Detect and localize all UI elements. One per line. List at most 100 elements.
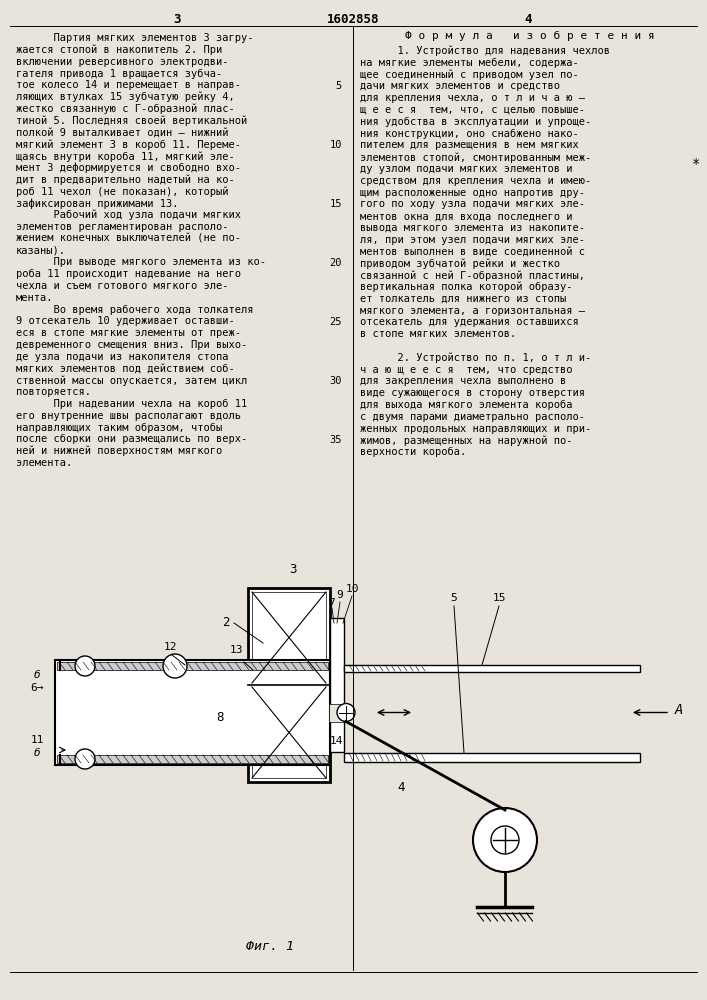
Text: 25: 25 — [329, 317, 342, 327]
Bar — [330, 618, 344, 752]
Text: 4: 4 — [397, 781, 404, 794]
Text: ментов окна для входа последнего и: ментов окна для входа последнего и — [360, 211, 573, 221]
Text: с двумя парами диаметрально располо-: с двумя парами диаметрально располо- — [360, 412, 585, 422]
Text: для выхода мягкого элемента короба: для выхода мягкого элемента короба — [360, 400, 573, 410]
Text: 13: 13 — [229, 645, 243, 655]
Text: 3: 3 — [289, 563, 297, 576]
Text: вертикальная полка которой образу-: вертикальная полка которой образу- — [360, 282, 573, 292]
Text: При надевании чехла на короб 11: При надевании чехла на короб 11 — [16, 399, 247, 409]
Text: Во время рабочего хода толкателя: Во время рабочего хода толкателя — [16, 304, 254, 315]
Text: щим расположенные одно напротив дру-: щим расположенные одно напротив дру- — [360, 188, 585, 198]
Text: женных продольных направляющих и при-: женных продольных направляющих и при- — [360, 424, 591, 434]
Circle shape — [75, 656, 95, 676]
Text: отсекатель для удержания оставшихся: отсекатель для удержания оставшихся — [360, 317, 579, 327]
Text: де узла подачи из накопителя стопа: де узла подачи из накопителя стопа — [16, 352, 228, 362]
Text: мягкого элемента, а горизонтальная –: мягкого элемента, а горизонтальная – — [360, 306, 585, 316]
Text: ля, при этом узел подачи мягких эле-: ля, при этом узел подачи мягких эле- — [360, 235, 585, 245]
Text: 5: 5 — [336, 81, 342, 91]
Text: тиной 5. Последняя своей вертикальной: тиной 5. Последняя своей вертикальной — [16, 116, 247, 126]
Text: 4: 4 — [525, 13, 532, 26]
Text: 9: 9 — [337, 590, 344, 600]
Text: 12: 12 — [163, 642, 177, 652]
Text: 5: 5 — [450, 593, 457, 603]
Text: ляющих втулках 15 зубчатую рейку 4,: ляющих втулках 15 зубчатую рейку 4, — [16, 92, 235, 103]
Text: для крепления чехла, о т л и ч а ю –: для крепления чехла, о т л и ч а ю – — [360, 93, 585, 103]
Text: Рабочий ход узла подачи мягких: Рабочий ход узла подачи мягких — [16, 210, 241, 221]
Text: зафиксирован прижимами 13.: зафиксирован прижимами 13. — [16, 198, 178, 209]
Text: ния конструкции, оно снабжено нако-: ния конструкции, оно снабжено нако- — [360, 129, 579, 139]
Text: 14: 14 — [329, 736, 343, 746]
Text: 30: 30 — [329, 376, 342, 386]
Text: 10: 10 — [345, 584, 358, 594]
Text: повторяется.: повторяется. — [16, 387, 91, 397]
Text: 11: 11 — [30, 735, 44, 745]
Text: 2. Устройство по п. 1, о т л и-: 2. Устройство по п. 1, о т л и- — [360, 353, 591, 363]
Circle shape — [491, 826, 519, 854]
Text: ния удобства в эксплуатации и упроще-: ния удобства в эксплуатации и упроще- — [360, 117, 591, 127]
Text: тое колесо 14 и перемещает в направ-: тое колесо 14 и перемещает в направ- — [16, 80, 241, 90]
Text: мягких элементов под действием соб-: мягких элементов под действием соб- — [16, 363, 235, 373]
Text: пителем для размещения в нем мягких: пителем для размещения в нем мягких — [360, 140, 579, 150]
Text: включении реверсивного электродви-: включении реверсивного электродви- — [16, 57, 228, 67]
Text: гателя привода 1 вращается зубча-: гателя привода 1 вращается зубча- — [16, 68, 222, 79]
Circle shape — [473, 808, 537, 872]
Text: ду узлом подачи мягких элементов и: ду узлом подачи мягких элементов и — [360, 164, 573, 174]
Text: для закрепления чехла выполнено в: для закрепления чехла выполнено в — [360, 376, 566, 386]
Text: жается стопой в накопитель 2. При: жается стопой в накопитель 2. При — [16, 45, 222, 55]
Text: 1. Устройство для надевания чехлов: 1. Устройство для надевания чехлов — [360, 46, 610, 56]
Text: 2: 2 — [222, 616, 230, 630]
Text: щаясь внутри короба 11, мягкий эле-: щаясь внутри короба 11, мягкий эле- — [16, 151, 235, 161]
Text: элементов стопой, смонтированным меж-: элементов стопой, смонтированным меж- — [360, 152, 591, 163]
Text: 15: 15 — [492, 593, 506, 603]
Text: направляющих таким образом, чтобы: направляющих таким образом, чтобы — [16, 422, 222, 433]
Text: дит в предварительно надетый на ко-: дит в предварительно надетый на ко- — [16, 175, 235, 185]
Text: 20: 20 — [329, 258, 342, 268]
Circle shape — [337, 704, 355, 722]
Text: 9 отсекатель 10 удерживает оставши-: 9 отсекатель 10 удерживает оставши- — [16, 316, 235, 326]
Text: 15: 15 — [329, 199, 342, 209]
Bar — [344, 753, 640, 762]
Text: щее соединенный с приводом узел по-: щее соединенный с приводом узел по- — [360, 70, 579, 80]
Text: ней и нижней поверхностям мягкого: ней и нижней поверхностям мягкого — [16, 446, 222, 456]
Bar — [329, 704, 345, 722]
Text: приводом зубчатой рейки и жестко: приводом зубчатой рейки и жестко — [360, 258, 560, 269]
Text: б: б — [34, 748, 40, 758]
Text: жестко связанную с Г-образной плас-: жестко связанную с Г-образной плас- — [16, 104, 235, 114]
Text: вывода мягкого элемента из накопите-: вывода мягкого элемента из накопите- — [360, 223, 585, 233]
Text: ч а ю щ е е с я  тем, что средство: ч а ю щ е е с я тем, что средство — [360, 365, 573, 375]
Text: элементов регламентирован располо-: элементов регламентирован располо- — [16, 222, 228, 232]
Text: щ е е с я  тем, что, с целью повыше-: щ е е с я тем, что, с целью повыше- — [360, 105, 585, 115]
Text: чехла и съем готового мягкого эле-: чехла и съем готового мягкого эле- — [16, 281, 228, 291]
Text: 7: 7 — [329, 598, 335, 608]
Text: полкой 9 выталкивает один – нижний: полкой 9 выталкивает один – нижний — [16, 127, 228, 137]
Text: При выводе мягкого элемента из ко-: При выводе мягкого элемента из ко- — [16, 257, 266, 267]
Text: Фиг. 1: Фиг. 1 — [246, 940, 294, 953]
Text: ет толкатель для нижнего из стопы: ет толкатель для нижнего из стопы — [360, 294, 566, 304]
Text: 35: 35 — [329, 435, 342, 445]
Text: 10: 10 — [329, 140, 342, 150]
Text: связанной с ней Г-образной пластины,: связанной с ней Г-образной пластины, — [360, 270, 585, 281]
Text: роб 11 чехол (не показан), который: роб 11 чехол (не показан), который — [16, 186, 228, 197]
Text: роба 11 происходит надевание на него: роба 11 происходит надевание на него — [16, 269, 241, 279]
Text: 1602858: 1602858 — [327, 13, 379, 26]
Bar — [55, 660, 330, 765]
Text: Ф о р м у л а   и з о б р е т е н и я: Ф о р м у л а и з о б р е т е н и я — [405, 31, 655, 41]
Text: мента.: мента. — [16, 293, 54, 303]
Text: девременного смещения вниз. При выхо-: девременного смещения вниз. При выхо- — [16, 340, 247, 350]
Text: жением конечных выключателей (не по-: жением конечных выключателей (не по- — [16, 234, 241, 244]
Text: средством для крепления чехла и имею-: средством для крепления чехла и имею- — [360, 176, 591, 186]
Text: верхности короба.: верхности короба. — [360, 447, 466, 457]
Text: A: A — [675, 702, 684, 716]
Text: б: б — [34, 670, 40, 680]
Bar — [248, 588, 330, 782]
Text: ментов выполнен в виде соединенной с: ментов выполнен в виде соединенной с — [360, 247, 585, 257]
Text: *: * — [691, 157, 700, 171]
Text: виде сужающегося в сторону отверстия: виде сужающегося в сторону отверстия — [360, 388, 585, 398]
Text: в стопе мягких элементов.: в стопе мягких элементов. — [360, 329, 516, 339]
Text: мягкий элемент 3 в короб 11. Переме-: мягкий элемент 3 в короб 11. Переме- — [16, 139, 241, 150]
Bar — [344, 665, 640, 672]
Text: мент 3 деформируется и свободно вхо-: мент 3 деформируется и свободно вхо- — [16, 163, 241, 173]
Text: на мягкие элементы мебели, содержа-: на мягкие элементы мебели, содержа- — [360, 58, 579, 68]
Text: его внутренние швы располагают вдоль: его внутренние швы располагают вдоль — [16, 411, 241, 421]
Bar — [57, 662, 328, 670]
